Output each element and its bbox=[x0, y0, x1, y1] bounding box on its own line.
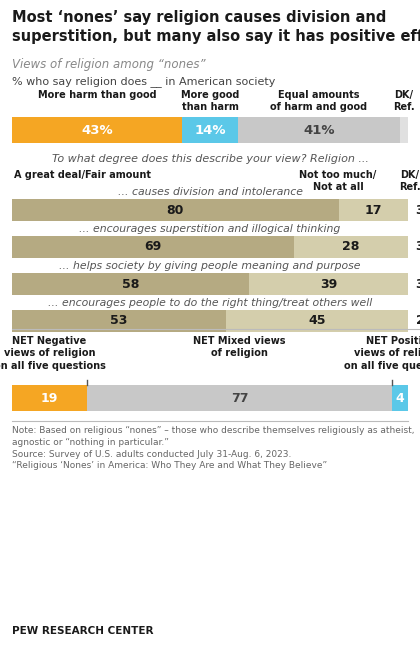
Bar bbox=[182, 117, 238, 143]
Text: 2: 2 bbox=[416, 315, 420, 328]
Text: 19: 19 bbox=[41, 392, 58, 405]
Bar bbox=[12, 273, 249, 295]
Bar bbox=[12, 236, 294, 258]
Text: 58: 58 bbox=[122, 277, 139, 290]
Bar bbox=[12, 385, 87, 411]
Bar bbox=[400, 117, 408, 143]
Bar bbox=[392, 385, 408, 411]
Bar bbox=[12, 199, 339, 221]
Text: DK/
Ref.: DK/ Ref. bbox=[399, 170, 420, 192]
Text: 43%: 43% bbox=[81, 124, 113, 137]
Text: 80: 80 bbox=[167, 203, 184, 216]
Text: 4: 4 bbox=[396, 392, 404, 405]
Text: 41%: 41% bbox=[303, 124, 335, 137]
Text: 17: 17 bbox=[365, 203, 382, 216]
Text: Most ‘nones’ say religion causes division and
superstition, but many also say it: Most ‘nones’ say religion causes divisio… bbox=[12, 10, 420, 44]
Text: DK/
Ref.: DK/ Ref. bbox=[393, 90, 415, 112]
Text: 28: 28 bbox=[342, 241, 360, 254]
Text: NET Negative
views of religion
on all five questions: NET Negative views of religion on all fi… bbox=[0, 336, 105, 371]
Bar bbox=[87, 385, 392, 411]
Text: Views of religion among “nones”: Views of religion among “nones” bbox=[12, 58, 206, 71]
Bar bbox=[238, 117, 400, 143]
Text: ... encourages superstition and illogical thinking: ... encourages superstition and illogica… bbox=[79, 224, 341, 234]
Text: More good
than harm: More good than harm bbox=[181, 90, 239, 112]
Bar bbox=[12, 117, 182, 143]
Text: Equal amounts
of harm and good: Equal amounts of harm and good bbox=[270, 90, 368, 112]
Text: NET Positive
views of religion
on all five questions: NET Positive views of religion on all fi… bbox=[344, 336, 420, 371]
Text: 45: 45 bbox=[308, 315, 326, 328]
Text: 53: 53 bbox=[110, 315, 128, 328]
Bar bbox=[339, 199, 408, 221]
Text: ... helps society by giving people meaning and purpose: ... helps society by giving people meani… bbox=[59, 261, 361, 271]
Text: To what degree does this describe your view? Religion ...: To what degree does this describe your v… bbox=[52, 154, 368, 164]
Bar bbox=[226, 310, 408, 332]
Bar bbox=[294, 236, 408, 258]
Text: 3: 3 bbox=[416, 241, 420, 254]
Text: 14%: 14% bbox=[194, 124, 226, 137]
Text: % who say religion does __ in American society: % who say religion does __ in American s… bbox=[12, 76, 276, 87]
Text: More harm than good: More harm than good bbox=[38, 90, 157, 100]
Bar bbox=[12, 310, 226, 332]
Text: 3: 3 bbox=[416, 203, 420, 216]
Text: 39: 39 bbox=[320, 277, 337, 290]
Bar bbox=[249, 273, 408, 295]
Text: ... encourages people to do the right thing/treat others well: ... encourages people to do the right th… bbox=[48, 298, 372, 308]
Text: PEW RESEARCH CENTER: PEW RESEARCH CENTER bbox=[12, 626, 153, 636]
Text: Note: Based on religious “nones” – those who describe themselves religiously as : Note: Based on religious “nones” – those… bbox=[12, 426, 415, 470]
Text: NET Mixed views
of religion: NET Mixed views of religion bbox=[194, 336, 286, 358]
Text: 77: 77 bbox=[231, 392, 249, 405]
Text: 3: 3 bbox=[416, 277, 420, 290]
Text: ... causes division and intolerance: ... causes division and intolerance bbox=[118, 187, 302, 197]
Text: Not too much/
Not at all: Not too much/ Not at all bbox=[299, 170, 377, 192]
Text: A great deal/Fair amount: A great deal/Fair amount bbox=[14, 170, 151, 180]
Text: 69: 69 bbox=[144, 241, 161, 254]
